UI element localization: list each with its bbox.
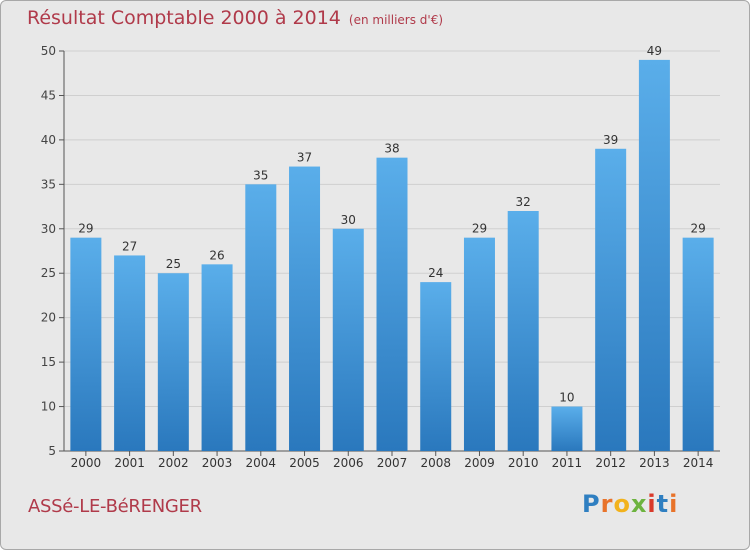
bar-value-label: 29 [690,222,705,236]
bar-2002 [157,273,189,451]
y-tick-label: 45 [41,88,56,102]
bar-2013 [638,59,670,452]
y-tick-label: 10 [41,400,56,414]
title-unit: (en milliers d'€) [348,13,444,27]
y-tick-label: 15 [41,355,56,369]
logo-letter: x [630,490,648,518]
bar-value-label: 39 [603,133,618,147]
x-tick-label: 2007 [377,456,408,470]
bar-value-label: 35 [253,168,268,182]
y-tick-label: 5 [48,444,56,458]
bar-value-label: 26 [209,248,224,262]
x-tick-label: 2008 [420,456,451,470]
logo-letter: P [582,490,601,518]
title-text: Résultat Comptable 2000 à 2014 [27,7,341,29]
x-tick-label: 2002 [158,456,189,470]
bar-2008 [420,282,452,451]
y-tick-label: 50 [41,44,56,58]
bar-value-label: 49 [647,44,662,58]
y-tick-label: 40 [41,133,56,147]
bar-value-label: 37 [297,151,312,165]
bar-2010 [507,211,539,451]
x-tick-label: 2001 [114,456,145,470]
bar-2014 [682,237,714,451]
bar-2004 [245,184,277,452]
bar-value-label: 10 [559,391,574,405]
bar-2001 [114,255,146,451]
proxiti-logo: Proxiti [582,490,678,518]
x-tick-label: 2013 [639,456,670,470]
x-tick-label: 2014 [683,456,714,470]
logo-letter: i [669,490,679,518]
x-tick-label: 2010 [508,456,539,470]
x-tick-label: 2006 [333,456,364,470]
logo-letter: i [647,490,657,518]
y-tick-label: 35 [41,177,56,191]
bar-2006 [332,228,364,451]
bar-2000 [70,237,102,451]
bar-2005 [289,166,321,452]
y-tick-label: 30 [41,222,56,236]
bar-2009 [463,237,495,451]
bar-value-label: 29 [472,222,487,236]
x-tick-label: 2003 [202,456,233,470]
bar-value-label: 38 [384,142,399,156]
logo-letter: o [613,490,631,518]
bar-value-label: 24 [428,266,443,280]
city-name: ASSé-LE-BéRENGER [28,496,202,517]
x-tick-label: 2004 [246,456,277,470]
x-tick-label: 2011 [552,456,583,470]
x-tick-label: 2000 [71,456,102,470]
bar-2003 [201,264,233,451]
x-tick-label: 2005 [289,456,320,470]
bar-value-label: 27 [122,239,137,253]
bar-value-label: 32 [516,195,531,209]
bar-value-label: 30 [341,213,356,227]
logo-letter: r [600,490,614,518]
bar-2007 [376,157,408,451]
y-tick-label: 20 [41,311,56,325]
logo-letter: t [656,490,670,518]
bar-value-label: 25 [166,257,181,271]
chart-title: Résultat Comptable 2000 à 2014 (en millie… [27,7,443,29]
bar-2012 [595,148,627,451]
x-tick-label: 2012 [595,456,626,470]
x-tick-label: 2009 [464,456,495,470]
bar-value-label: 29 [78,222,93,236]
bar-2011 [551,406,583,451]
y-tick-label: 25 [41,266,56,280]
